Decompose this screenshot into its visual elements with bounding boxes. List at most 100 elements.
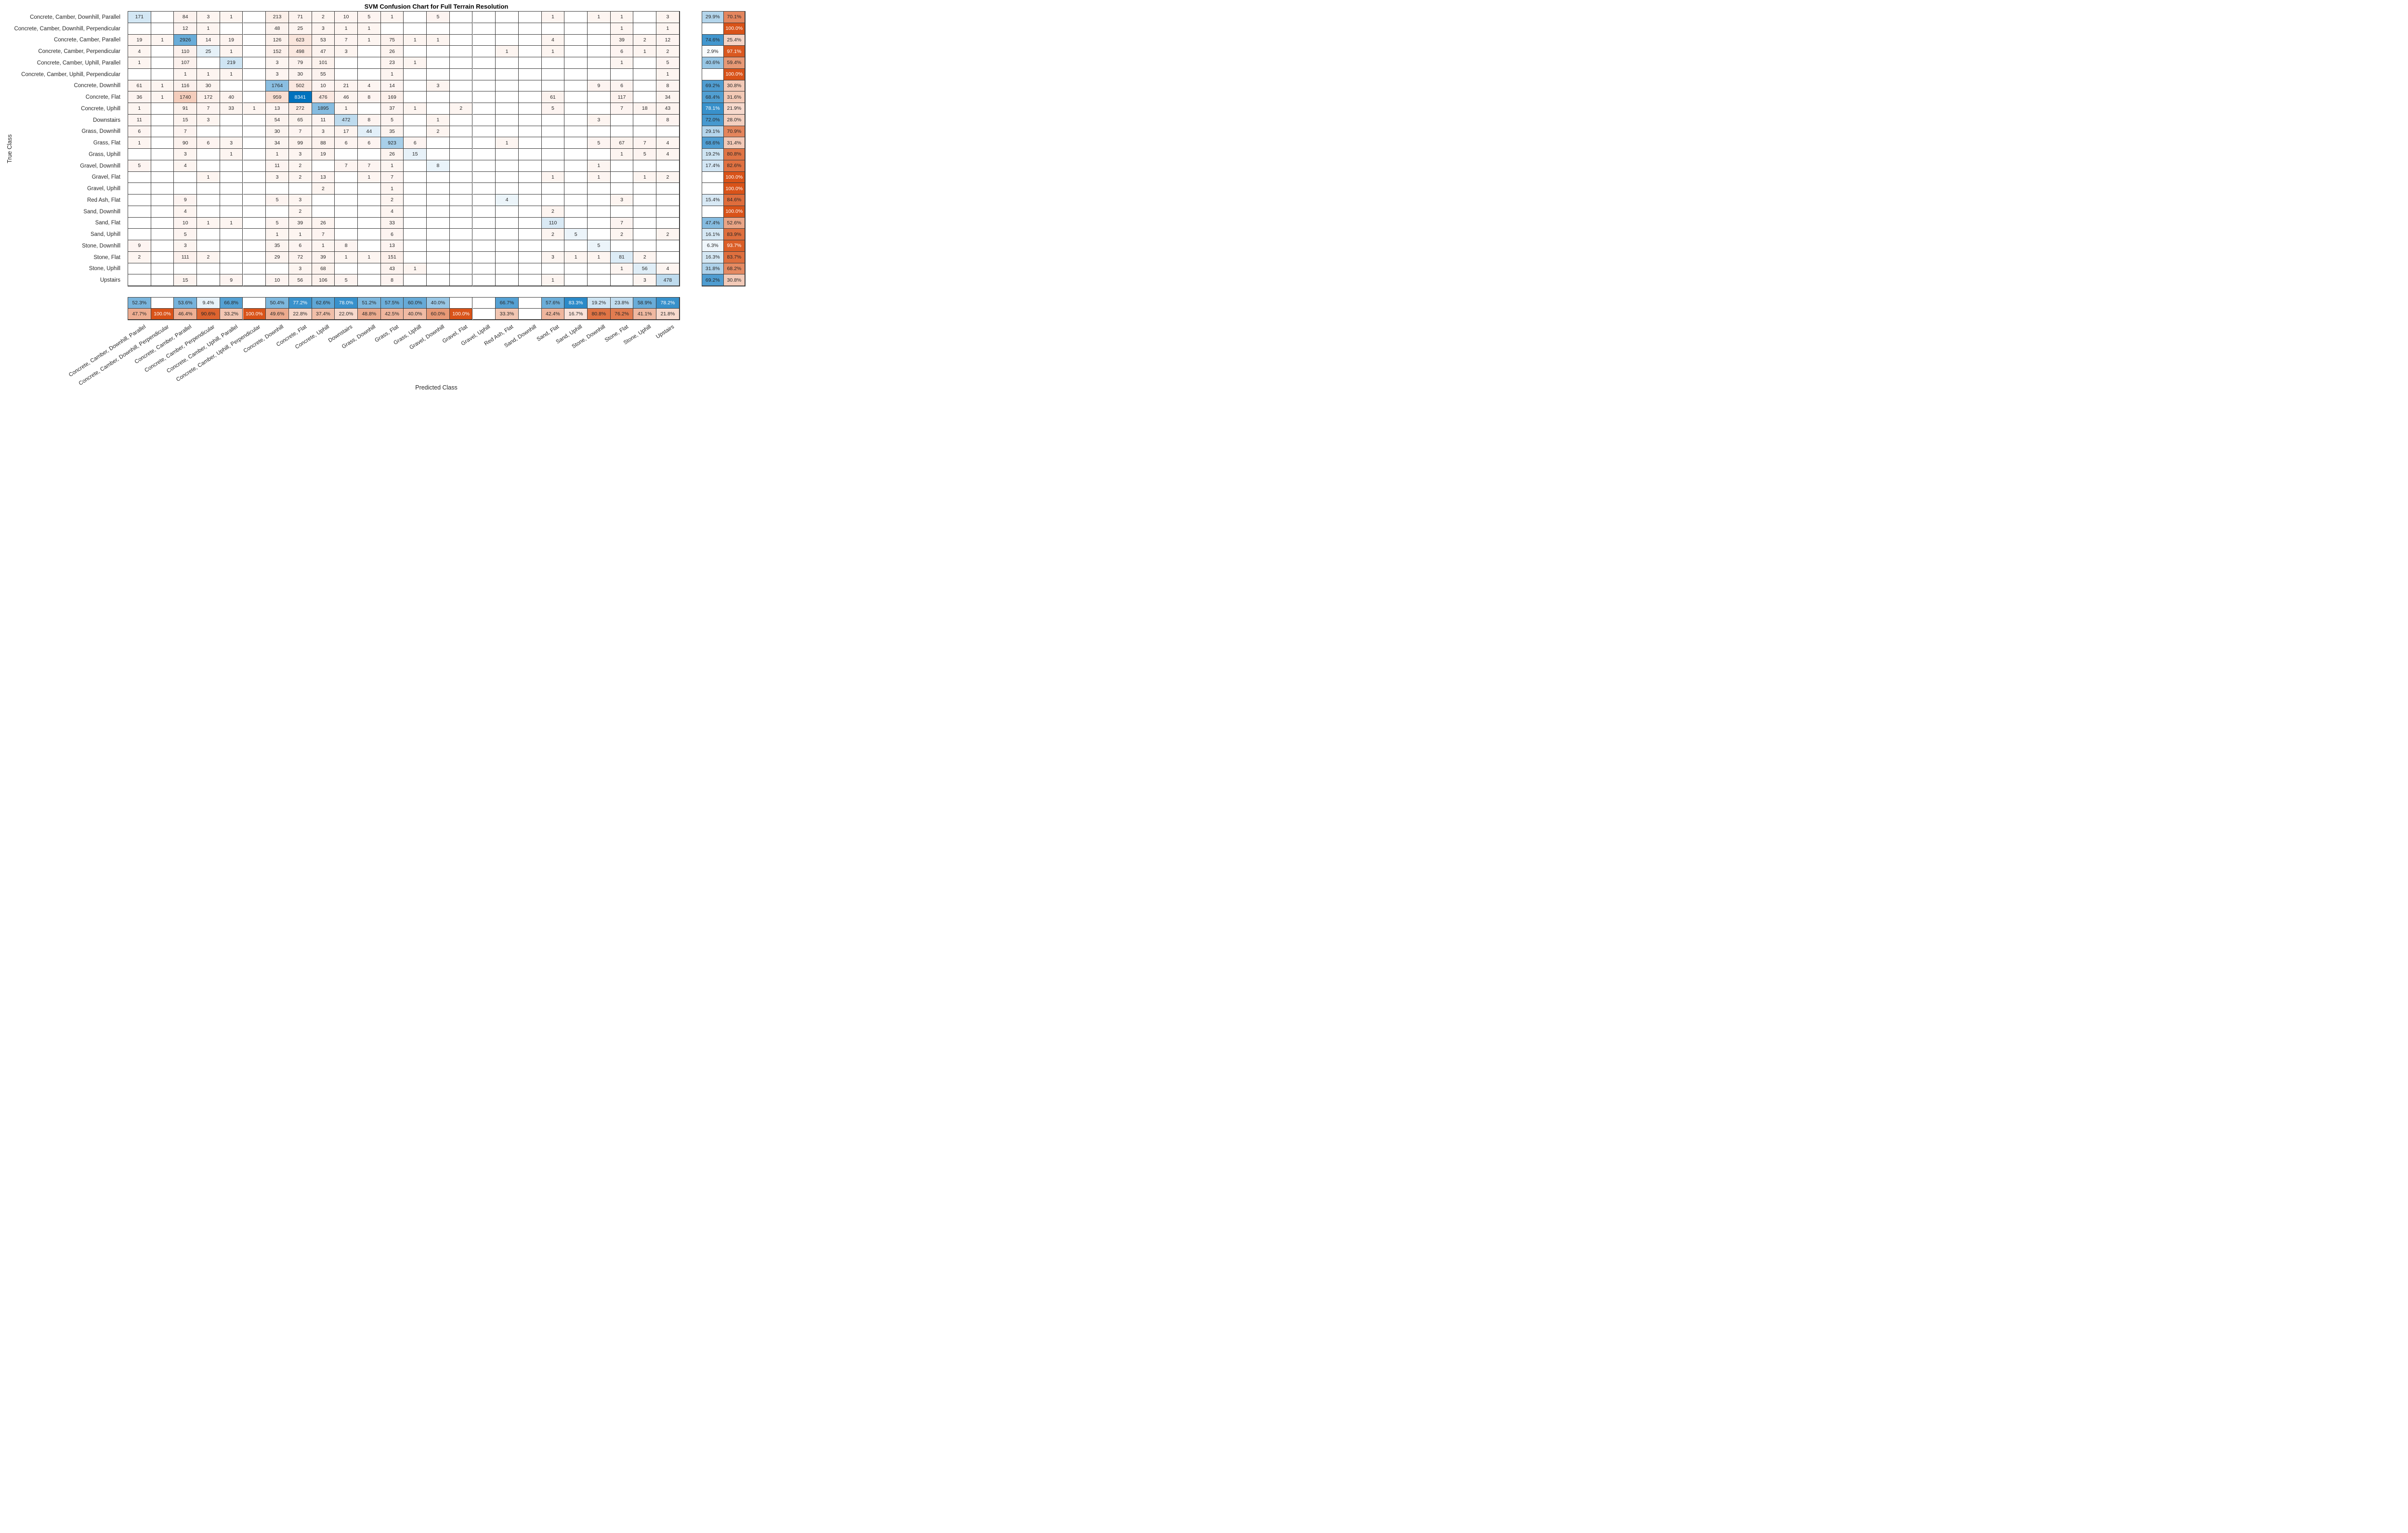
matrix-cell: 1 [220,149,243,160]
matrix-cell [472,229,496,240]
matrix-cell: 3 [427,80,450,92]
matrix-cell: 1 [427,34,450,46]
matrix-cell [449,240,473,252]
matrix-cell [220,160,243,172]
matrix-cell: 33 [380,217,404,229]
matrix-cell [404,68,427,80]
matrix-cell: 5 [380,114,404,126]
matrix-cell [588,23,611,35]
matrix-cell: 35 [380,126,404,138]
row-summary-cell: 83.7% [723,251,746,263]
matrix-cell [449,217,473,229]
row-summary-cell [702,171,724,183]
matrix-cell [220,195,243,206]
matrix-cell: 8 [427,160,450,172]
matrix-cell: 1 [380,183,404,195]
matrix-cell: 1 [380,68,404,80]
matrix-cell [151,251,174,263]
matrix-cell [449,12,473,23]
matrix-cell: 1 [541,46,565,57]
matrix-cell [427,68,450,80]
column-summary-cell: 21.8% [656,309,680,320]
matrix-cell [220,206,243,218]
matrix-cell [404,114,427,126]
matrix-cell: 117 [610,91,634,103]
matrix-cell [266,183,289,195]
y-tick-label: Sand, Downhill [83,208,120,215]
matrix-cell [564,149,588,160]
matrix-cell [427,217,450,229]
matrix-cell: 7 [380,171,404,183]
matrix-cell: 3 [288,263,312,275]
matrix-cell [358,263,381,275]
matrix-cell: 4 [380,206,404,218]
column-summary-cell: 60.0% [404,298,427,309]
matrix-cell [449,23,473,35]
matrix-cell [496,183,519,195]
matrix-cell [518,12,542,23]
matrix-cell [449,263,473,275]
matrix-cell [633,91,657,103]
column-summary-cell: 22.0% [335,309,358,320]
matrix-cell: 3 [174,240,197,252]
matrix-cell [449,160,473,172]
column-summary-cell: 100.0% [243,309,266,320]
matrix-cell [541,57,565,69]
matrix-cell: 90 [174,137,197,149]
matrix-cell [151,229,174,240]
column-summary-cell: 83.3% [564,298,588,309]
matrix-cell [404,91,427,103]
y-tick-label: Gravel, Flat [92,174,120,181]
matrix-cell [151,12,174,23]
matrix-cell: 35 [266,240,289,252]
column-summary-cell: 76.2% [610,309,634,320]
matrix-cell: 7 [312,229,335,240]
matrix-cell [564,57,588,69]
matrix-cell: 3 [197,12,220,23]
matrix-cell [496,80,519,92]
matrix-cell [220,126,243,138]
matrix-cell [128,263,151,275]
matrix-cell: 46 [335,91,358,103]
matrix-cell [541,80,565,92]
matrix-cell [427,274,450,286]
column-summary-cell: 33.3% [496,309,519,320]
matrix-cell: 1 [220,12,243,23]
column-summary-cell: 23.8% [610,298,634,309]
column-summary-cell: 19.2% [588,298,611,309]
matrix-cell: 15 [404,149,427,160]
matrix-cell [243,126,266,138]
matrix-cell [518,57,542,69]
matrix-cell: 37 [380,103,404,115]
row-summary-cell: 84.6% [723,195,746,206]
y-tick-label: Sand, Flat [95,220,120,226]
matrix-cell [151,103,174,115]
matrix-cell [472,263,496,275]
matrix-cell [541,23,565,35]
matrix-cell: 1 [128,103,151,115]
matrix-cell [449,229,473,240]
matrix-cell: 88 [312,137,335,149]
matrix-cell [564,137,588,149]
matrix-cell [174,183,197,195]
matrix-cell [243,34,266,46]
matrix-cell [496,57,519,69]
matrix-cell: 26 [312,217,335,229]
matrix-cell: 5 [358,12,381,23]
matrix-cell: 68 [312,263,335,275]
matrix-cell [541,149,565,160]
matrix-cell [610,68,634,80]
matrix-cell [564,217,588,229]
matrix-cell: 476 [312,91,335,103]
matrix-cell: 4 [541,34,565,46]
row-summary-cell: 30.8% [723,80,746,92]
matrix-cell [518,46,542,57]
matrix-cell: 7 [197,103,220,115]
matrix-cell [564,91,588,103]
matrix-cell [151,274,174,286]
column-summary-cell [472,309,496,320]
matrix-cell [427,251,450,263]
row-summary-cell: 17.4% [702,160,724,172]
matrix-cell [496,23,519,35]
column-summary-cell: 51.2% [358,298,381,309]
